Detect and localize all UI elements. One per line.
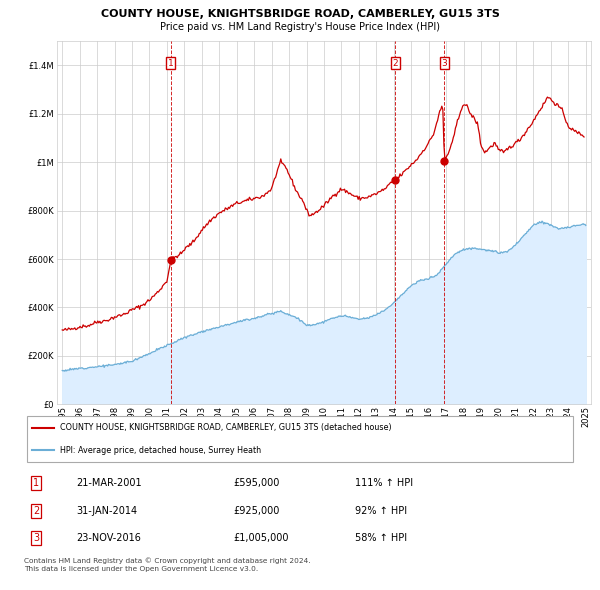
Text: 1: 1 <box>168 58 173 68</box>
Text: COUNTY HOUSE, KNIGHTSBRIDGE ROAD, CAMBERLEY, GU15 3TS (detached house): COUNTY HOUSE, KNIGHTSBRIDGE ROAD, CAMBER… <box>60 424 392 432</box>
Text: £595,000: £595,000 <box>234 478 280 489</box>
Text: £925,000: £925,000 <box>234 506 280 516</box>
FancyBboxPatch shape <box>27 416 573 462</box>
Text: HPI: Average price, detached house, Surrey Heath: HPI: Average price, detached house, Surr… <box>60 445 261 454</box>
Text: 23-NOV-2016: 23-NOV-2016 <box>76 533 142 543</box>
Text: £1,005,000: £1,005,000 <box>234 533 289 543</box>
Text: 3: 3 <box>33 533 39 543</box>
Text: This data is licensed under the Open Government Licence v3.0.: This data is licensed under the Open Gov… <box>24 566 258 572</box>
Text: 21-MAR-2001: 21-MAR-2001 <box>76 478 142 489</box>
Point <box>440 156 449 166</box>
Text: COUNTY HOUSE, KNIGHTSBRIDGE ROAD, CAMBERLEY, GU15 3TS: COUNTY HOUSE, KNIGHTSBRIDGE ROAD, CAMBER… <box>101 9 499 19</box>
Text: Contains HM Land Registry data © Crown copyright and database right 2024.: Contains HM Land Registry data © Crown c… <box>24 557 311 563</box>
Point <box>166 255 176 265</box>
Text: 1: 1 <box>33 478 39 489</box>
Text: Price paid vs. HM Land Registry's House Price Index (HPI): Price paid vs. HM Land Registry's House … <box>160 22 440 32</box>
Text: 92% ↑ HPI: 92% ↑ HPI <box>355 506 407 516</box>
Text: 111% ↑ HPI: 111% ↑ HPI <box>355 478 413 489</box>
Text: 2: 2 <box>33 506 39 516</box>
Point <box>391 176 400 185</box>
Text: 31-JAN-2014: 31-JAN-2014 <box>76 506 137 516</box>
Text: 2: 2 <box>392 58 398 68</box>
Text: 3: 3 <box>442 58 447 68</box>
Text: 58% ↑ HPI: 58% ↑ HPI <box>355 533 407 543</box>
